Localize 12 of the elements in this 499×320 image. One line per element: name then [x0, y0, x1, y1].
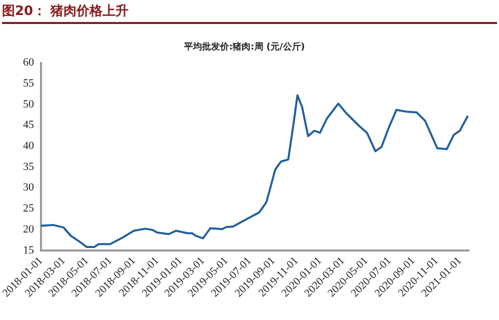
- chart-title: 图20： 猪肉价格上升: [2, 2, 497, 24]
- y-tick-label: 45: [23, 119, 34, 132]
- y-tick-label: 30: [23, 182, 34, 194]
- y-tick-label: 55: [23, 78, 34, 90]
- y-tick-label: 60: [23, 56, 34, 69]
- y-tick-label: 40: [23, 140, 34, 152]
- y-tick-label: 20: [23, 223, 34, 236]
- y-tick-label: 15: [23, 244, 34, 256]
- chart-subtitle: 平均批发价:猪肉:周 (元/公斤): [183, 42, 305, 53]
- y-tick-label: 50: [23, 98, 34, 110]
- y-tick-label: 35: [23, 160, 34, 173]
- y-tick-label: 25: [23, 202, 34, 215]
